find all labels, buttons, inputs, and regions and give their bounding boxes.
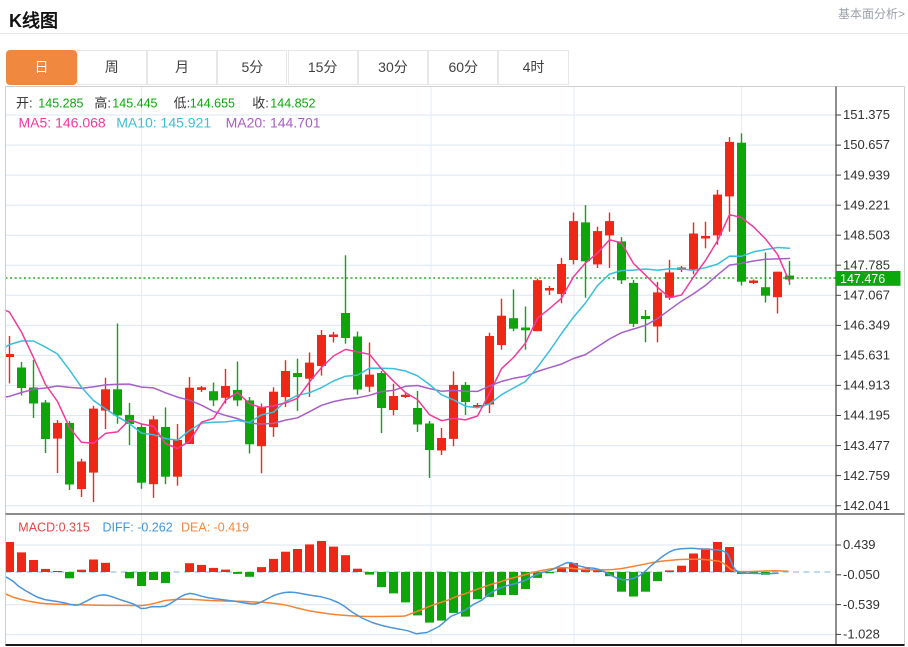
svg-text:148.503: 148.503: [843, 227, 890, 242]
svg-text:142.041: 142.041: [843, 498, 890, 513]
svg-text:142.759: 142.759: [843, 468, 890, 483]
svg-text:-1.028: -1.028: [843, 627, 880, 642]
svg-text:-0.539: -0.539: [843, 597, 880, 612]
svg-text:144.913: 144.913: [843, 378, 890, 393]
svg-text:147.476: 147.476: [840, 272, 885, 286]
svg-text:145.631: 145.631: [843, 348, 890, 363]
svg-text:150.657: 150.657: [843, 137, 890, 152]
svg-text:151.375: 151.375: [843, 107, 890, 122]
svg-text:147.067: 147.067: [843, 288, 890, 303]
svg-text:147.785: 147.785: [843, 257, 890, 272]
svg-text:-0.050: -0.050: [843, 567, 880, 582]
svg-text:0.439: 0.439: [843, 537, 876, 552]
svg-text:144.195: 144.195: [843, 408, 890, 423]
svg-text:149.221: 149.221: [843, 197, 890, 212]
svg-text:143.477: 143.477: [843, 438, 890, 453]
svg-text:146.349: 146.349: [843, 318, 890, 333]
svg-text:149.939: 149.939: [843, 167, 890, 182]
